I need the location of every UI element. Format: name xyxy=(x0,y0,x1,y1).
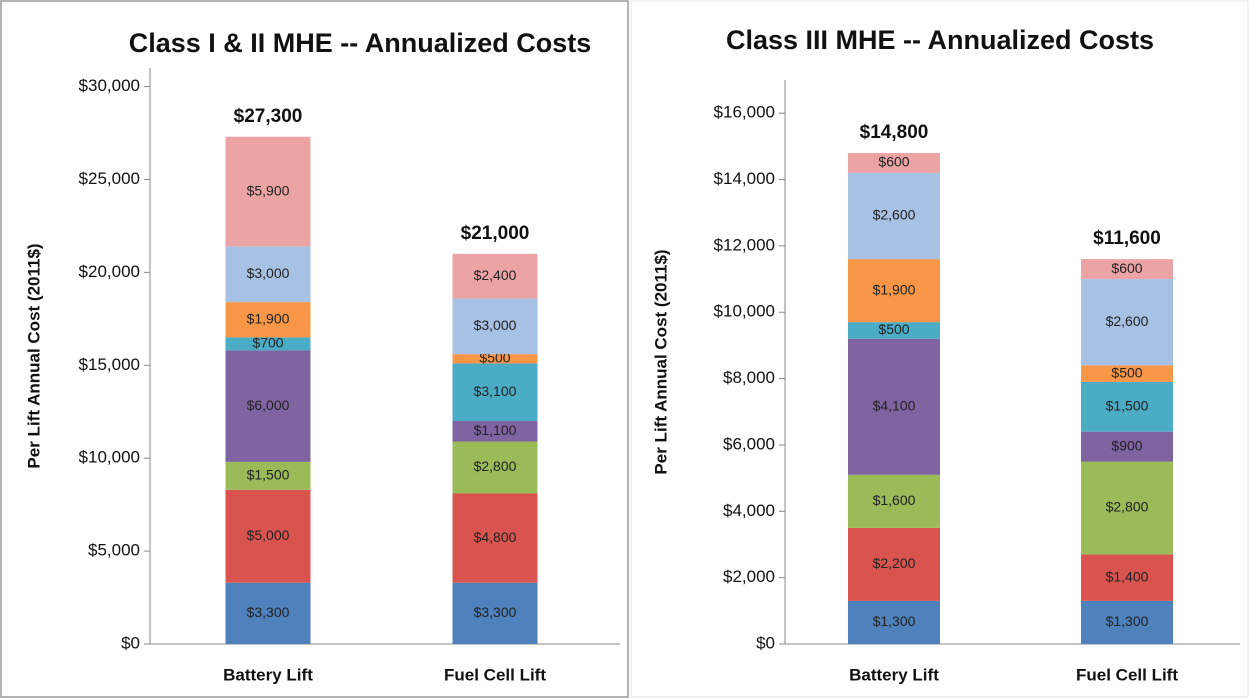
bar-segment xyxy=(848,152,940,173)
panel-border xyxy=(0,0,629,698)
bar-segment xyxy=(848,322,940,339)
bar-segment xyxy=(848,527,940,601)
y-tick-label: $8,000 xyxy=(723,368,775,387)
data-label: $5,900 xyxy=(247,182,290,198)
data-label: $2,800 xyxy=(474,458,517,474)
bar-segment xyxy=(1081,431,1173,462)
bar-segment xyxy=(848,600,940,644)
data-label: $2,800 xyxy=(1106,499,1149,515)
y-tick-label: $30,000 xyxy=(79,76,140,95)
bar-segment xyxy=(452,354,538,364)
bar-segment xyxy=(452,493,538,583)
x-tick-label: Fuel Cell Lift xyxy=(1076,665,1178,684)
data-label: $4,800 xyxy=(474,529,517,545)
y-tick-label: $20,000 xyxy=(79,262,140,281)
bar-segment xyxy=(1081,461,1173,555)
y-tick-label: $16,000 xyxy=(714,103,775,122)
x-tick-label: Battery Lift xyxy=(849,665,939,684)
bar-segment xyxy=(452,441,538,494)
total-label: $11,600 xyxy=(1093,228,1161,249)
bar-segment xyxy=(225,461,311,490)
data-label: $1,500 xyxy=(1106,397,1149,413)
data-label: $500 xyxy=(1111,364,1142,380)
data-label: $3,000 xyxy=(247,265,290,281)
y-tick-label: $2,000 xyxy=(723,567,775,586)
y-tick-label: $25,000 xyxy=(79,169,140,188)
bar-segment xyxy=(1081,365,1173,382)
data-label: $3,100 xyxy=(474,383,517,399)
y-tick-label: $14,000 xyxy=(714,169,775,188)
bar-segment xyxy=(225,136,311,247)
bar-segment xyxy=(848,172,940,260)
data-label: $6,000 xyxy=(247,397,290,413)
y-tick-label: $10,000 xyxy=(714,302,775,321)
data-label: $1,300 xyxy=(873,613,916,629)
total-label: $14,800 xyxy=(860,122,929,143)
data-label: $1,500 xyxy=(247,467,290,483)
bar-segment xyxy=(1081,600,1173,644)
data-label: $5,000 xyxy=(247,527,290,543)
panel-border xyxy=(630,0,1249,698)
data-label: $1,100 xyxy=(474,422,517,438)
data-label: $900 xyxy=(1111,437,1142,453)
data-label: $3,300 xyxy=(474,604,517,620)
y-tick-label: $0 xyxy=(121,633,140,652)
bar-segment xyxy=(225,489,311,583)
data-label: $1,400 xyxy=(1106,568,1149,584)
data-label: $2,400 xyxy=(474,267,517,283)
x-tick-label: Fuel Cell Lift xyxy=(444,665,546,684)
bar-segment xyxy=(848,259,940,323)
data-label: $1,300 xyxy=(1106,613,1149,629)
bar-segment xyxy=(1081,279,1173,366)
data-label: $600 xyxy=(878,154,909,170)
x-tick-label: Battery Lift xyxy=(223,665,313,684)
bar-segment xyxy=(452,253,538,299)
data-label: $4,100 xyxy=(873,397,916,413)
total-label: $27,300 xyxy=(234,106,303,127)
data-label: $700 xyxy=(252,335,283,351)
total-label: $21,000 xyxy=(461,223,530,244)
data-label: $2,200 xyxy=(873,555,916,571)
bar-segment xyxy=(452,363,538,422)
bar-segment xyxy=(1081,259,1173,280)
bar-segment xyxy=(225,337,311,351)
chart-title: Class III MHE -- Annualized Costs xyxy=(726,25,1154,55)
data-label: $1,900 xyxy=(873,281,916,297)
data-label: $1,600 xyxy=(873,492,916,508)
y-axis-label: Per Lift Annual Cost (2011$) xyxy=(24,243,43,468)
data-label: $1,900 xyxy=(247,310,290,326)
y-tick-label: $4,000 xyxy=(723,501,775,520)
bar-segment xyxy=(1081,554,1173,601)
bar-segment xyxy=(225,350,311,462)
data-label: $2,600 xyxy=(1106,313,1149,329)
data-label: $3,000 xyxy=(474,317,517,333)
y-axis-label: Per Lift Annual Cost (2011$) xyxy=(651,249,670,474)
bar-segment xyxy=(225,302,311,338)
data-label: $2,600 xyxy=(873,207,916,223)
chart-title: Class I & II MHE -- Annualized Costs xyxy=(129,28,592,58)
y-tick-label: $10,000 xyxy=(79,448,140,467)
y-tick-label: $12,000 xyxy=(714,235,775,254)
y-tick-label: $5,000 xyxy=(88,541,140,560)
bar-segment xyxy=(848,474,940,528)
data-label: $500 xyxy=(878,321,909,337)
data-label: $3,300 xyxy=(247,604,290,620)
y-tick-label: $6,000 xyxy=(723,434,775,453)
bar-segment xyxy=(225,582,311,644)
bar-segment xyxy=(1081,381,1173,432)
y-tick-label: $15,000 xyxy=(79,355,140,374)
data-label: $600 xyxy=(1111,260,1142,276)
bar-segment xyxy=(452,298,538,355)
bar-segment xyxy=(848,338,940,475)
bar-segment xyxy=(452,582,538,644)
bar-segment xyxy=(452,421,538,442)
bar-segment xyxy=(225,246,311,303)
y-tick-label: $0 xyxy=(756,633,775,652)
